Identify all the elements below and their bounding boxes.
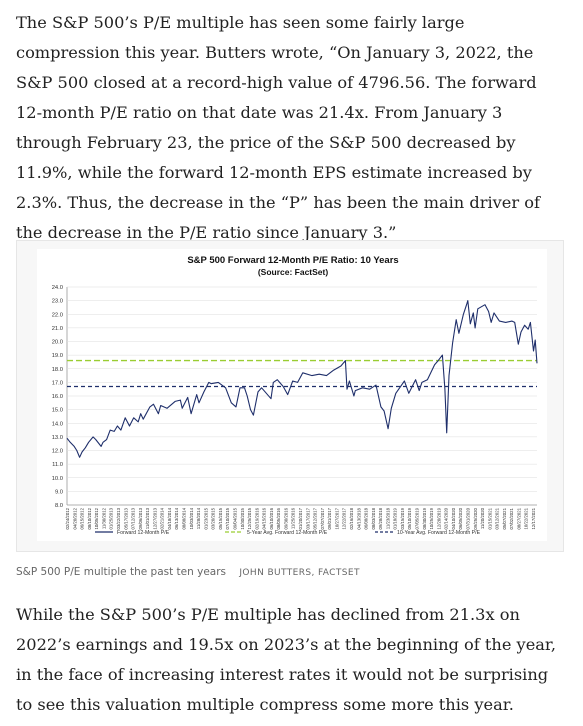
- x-tick-label: 08/05/2016: [276, 507, 281, 529]
- x-tick-label: 09/25/2020: [473, 507, 478, 529]
- x-tick-label: 05/12/2017: [313, 507, 318, 529]
- x-tick-label: 12/22/2017: [342, 507, 347, 529]
- x-tick-label: 05/17/2013: [123, 507, 128, 529]
- x-tick-label: 10/30/2015: [240, 507, 245, 529]
- x-tick-label: 07/07/2017: [320, 507, 325, 529]
- x-tick-label: 04/20/2012: [72, 507, 77, 529]
- x-tick-label: 10/05/2012: [94, 507, 99, 529]
- chart-title: S&P 500 Forward 12-Month P/E Ratio: 10 Y…: [187, 255, 398, 266]
- y-tick-label: 24.0: [52, 285, 63, 291]
- y-tick-label: 20.0: [52, 340, 63, 346]
- x-tick-label: 09/01/2017: [327, 507, 332, 529]
- x-tick-label: 03/12/2021: [495, 507, 500, 529]
- x-tick-label: 11/23/2018: [385, 507, 390, 529]
- x-tick-label: 09/30/2016: [283, 507, 288, 529]
- x-tick-label: 11/30/2012: [101, 507, 106, 529]
- x-tick-label: 07/10/2015: [225, 507, 230, 529]
- x-tick-label: 02/14/2020: [444, 507, 449, 529]
- x-tick-label: 12/20/2019: [436, 507, 441, 529]
- article-paragraph-intro: The S&P 500’s P/E multiple has seen some…: [16, 13, 540, 242]
- x-tick-label: 05/07/2021: [502, 507, 507, 529]
- x-tick-label: 04/13/2018: [356, 507, 361, 529]
- y-tick-label: 18.0: [52, 367, 63, 373]
- y-tick-label: 17.0: [52, 380, 63, 386]
- x-tick-label: 01/15/2021: [487, 507, 492, 529]
- x-tick-label: 10/25/2019: [429, 507, 434, 529]
- chart-subtitle: (Source: FactSet): [258, 267, 329, 277]
- legend-label: 10-Year Avg. Forward 12-Month P/E: [397, 530, 481, 536]
- y-tick-label: 22.0: [52, 312, 63, 318]
- legend-label: 5-Year Avg. Forward 12-Month P/E: [247, 530, 328, 536]
- y-tick-label: 19.0: [52, 353, 63, 359]
- x-tick-label: 07/12/2013: [131, 507, 136, 529]
- y-tick-label: 16.0: [52, 394, 63, 400]
- x-tick-label: 08/03/2018: [371, 507, 376, 529]
- y-tick-label: 21.0: [52, 326, 63, 332]
- pe-ratio-chart: S&P 500 Forward 12-Month P/E Ratio: 10 Y…: [52, 255, 538, 536]
- x-tick-label: 06/08/2018: [364, 507, 369, 529]
- x-tick-label: 12/25/2015: [247, 507, 252, 529]
- x-tick-label: 07/02/2021: [509, 507, 514, 529]
- x-tick-label: 11/20/2020: [480, 507, 485, 529]
- x-tick-label: 04/18/2014: [167, 507, 172, 529]
- y-tick-label: 12.0: [52, 449, 63, 455]
- x-tick-label: 12/27/2013: [152, 507, 157, 529]
- x-tick-label: 07/05/2019: [415, 507, 420, 529]
- x-tick-label: 02/19/2016: [254, 507, 259, 529]
- y-tick-label: 11.0: [52, 462, 63, 468]
- x-tick-label: 08/27/2021: [516, 507, 521, 529]
- x-tick-label: 11/01/2013: [145, 507, 150, 529]
- y-tick-label: 14.0: [52, 421, 63, 427]
- x-tick-label: 10/27/2017: [334, 507, 339, 529]
- x-tick-label: 12/17/2021: [531, 507, 536, 529]
- x-tick-label: 04/10/2020: [451, 507, 456, 529]
- x-tick-label: 01/23/2015: [203, 507, 208, 529]
- x-tick-label: 10/22/2021: [524, 507, 529, 529]
- x-tick-label: 09/28/2018: [378, 507, 383, 529]
- x-tick-label: 03/17/2017: [305, 507, 310, 529]
- caption-text: S&P 500 P/E multiple the past ten years: [16, 566, 227, 578]
- y-tick-label: 13.0: [52, 435, 63, 441]
- y-tick-label: 10.0: [52, 476, 63, 482]
- x-tick-label: 02/21/2014: [160, 507, 165, 529]
- y-tick-label: 23.0: [52, 299, 63, 305]
- chart-panel: S&P 500 Forward 12-Month P/E Ratio: 10 Y…: [37, 249, 547, 541]
- x-tick-label: 11/25/2016: [291, 507, 296, 529]
- x-tick-label: 08/30/2019: [422, 507, 427, 529]
- x-tick-label: 01/25/2013: [109, 507, 114, 529]
- x-tick-label: 08/10/2012: [87, 507, 92, 529]
- x-tick-label: 06/05/2020: [458, 507, 463, 529]
- x-tick-label: 10/03/2014: [189, 507, 194, 529]
- article-paragraph-outlook: While the S&P 500’s P/E multiple has dec…: [16, 605, 557, 714]
- caption-credit: JOHN BUTTERS, FACTSET: [239, 568, 360, 578]
- x-tick-label: 04/15/2016: [262, 507, 267, 529]
- x-tick-label: 06/13/2014: [174, 507, 179, 529]
- x-tick-label: 05/15/2015: [218, 507, 223, 529]
- x-tick-label: 01/20/2017: [298, 507, 303, 529]
- x-tick-label: 02/16/2018: [349, 507, 354, 529]
- figure-caption: S&P 500 P/E multiple the past ten years …: [16, 566, 360, 578]
- pe-ratio-series-line: [66, 300, 538, 458]
- x-tick-label: 03/15/2019: [400, 507, 405, 529]
- x-tick-label: 01/18/2019: [393, 507, 398, 529]
- x-tick-label: 07/31/2020: [466, 507, 471, 529]
- x-tick-label: 09/04/2015: [233, 507, 238, 529]
- x-tick-label: 06/10/2016: [269, 507, 274, 529]
- legend-label: Forward 12-Month P/E: [117, 530, 170, 536]
- x-tick-label: 06/15/2012: [80, 507, 85, 529]
- y-tick-label: 9.0: [55, 489, 63, 495]
- x-tick-label: 08/08/2014: [182, 507, 187, 529]
- x-tick-label: 05/10/2019: [407, 507, 412, 529]
- y-tick-label: 8.0: [55, 503, 63, 509]
- y-tick-label: 15.0: [52, 408, 63, 414]
- x-tick-label: 03/22/2013: [116, 507, 121, 529]
- x-tick-label: 09/06/2013: [138, 507, 143, 529]
- x-tick-label: 03/20/2015: [211, 507, 216, 529]
- x-tick-label: 11/28/2014: [196, 507, 201, 529]
- x-tick-label: 02/24/2012: [65, 507, 70, 529]
- chart-figure: S&P 500 Forward 12-Month P/E Ratio: 10 Y…: [16, 240, 564, 552]
